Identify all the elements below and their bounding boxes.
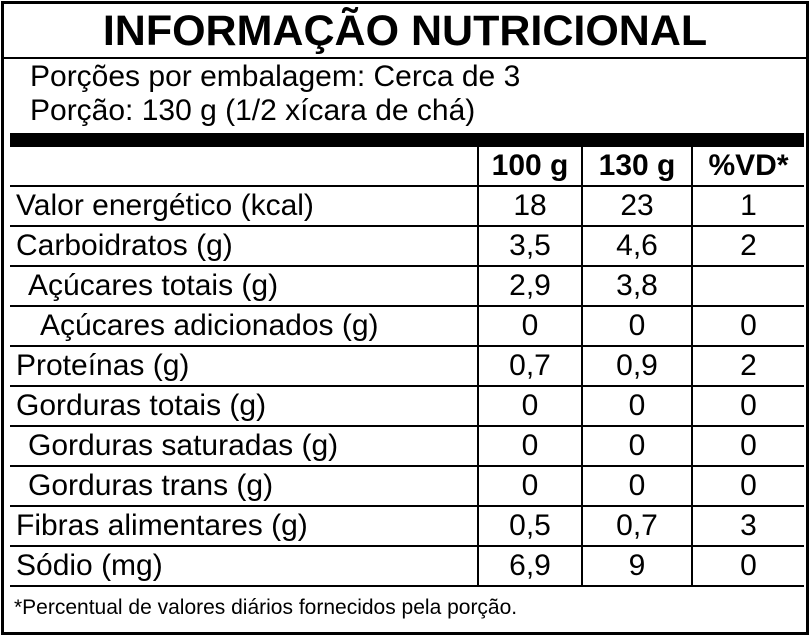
divider [4, 57, 806, 59]
nutrient-name: Gorduras totais (g) [10, 386, 478, 427]
nutrient-value: 0 [691, 466, 804, 507]
servings-per-package: Porções por embalagem: Cerca de 3 [30, 60, 521, 93]
nutrient-value: 0,5 [477, 506, 582, 547]
nutrient-value: 0 [691, 306, 804, 347]
nutrient-value: 18 [477, 186, 582, 227]
column-header: %VD* [691, 147, 804, 187]
nutrient-name: Valor energético (kcal) [10, 186, 478, 227]
nutrient-value: 0 [691, 426, 804, 467]
nutrient-value: 3,8 [581, 266, 692, 307]
nutrient-row: Gorduras trans (g) 0 0 0 [10, 466, 804, 507]
nutrient-value: 0 [691, 546, 804, 587]
nutrient-row: Açúcares adicionados (g) 0 0 0 [10, 306, 804, 347]
footnote: *Percentual de valores diários fornecido… [14, 596, 518, 619]
nutrient-value: 4,6 [581, 226, 692, 267]
nutrient-value: 3,5 [477, 226, 582, 267]
nutrient-row: Carboidratos (g) 3,5 4,6 2 [10, 226, 804, 267]
nutrient-value: 0 [581, 426, 692, 467]
nutrient-value: 2,9 [477, 266, 582, 307]
nutrient-value: 9 [581, 546, 692, 587]
nutrient-value: 1 [691, 186, 804, 227]
nutrient-value: 6,9 [477, 546, 582, 587]
nutrient-name: Gorduras trans (g) [10, 466, 478, 507]
nutrient-row: Gorduras saturadas (g) 0 0 0 [10, 426, 804, 467]
nutrient-value: 23 [581, 186, 692, 227]
nutrition-table: 100 g 130 g %VD* Valor energético (kcal) 18 2… [10, 147, 804, 587]
nutrient-value [691, 266, 804, 307]
nutrient-value: 0 [691, 386, 804, 427]
nutrient-row: Açúcares totais (g) 2,9 3,8 [10, 266, 804, 307]
nutrient-row: Valor energético (kcal) 18 23 1 [10, 186, 804, 227]
title: INFORMAÇÃO NUTRICIONAL [102, 7, 708, 55]
thick-divider [10, 133, 804, 147]
nutrient-value: 0 [477, 306, 582, 347]
nutrient-name: Proteínas (g) [10, 346, 478, 387]
nutrient-row: Proteínas (g) 0,7 0,9 2 [10, 346, 804, 387]
nutrient-name: Açúcares adicionados (g) [10, 306, 478, 347]
nutrient-row: Gorduras totais (g) 0 0 0 [10, 386, 804, 427]
nutrient-row: Fibras alimentares (g) 0,5 0,7 3 [10, 506, 804, 547]
nutrient-value: 0 [477, 426, 582, 467]
column-header: 100 g [477, 147, 582, 187]
serving-size: Porção: 130 g (1/2 xícara de chá) [30, 94, 476, 127]
nutrient-name: Sódio (mg) [10, 546, 478, 587]
header-row: 100 g 130 g %VD* [10, 147, 804, 187]
nutrient-value: 0,7 [581, 506, 692, 547]
nutrient-value: 0 [581, 306, 692, 347]
nutrient-name: Carboidratos (g) [10, 226, 478, 267]
nutrient-value: 0,7 [477, 346, 582, 387]
nutrient-value: 2 [691, 226, 804, 267]
nutrient-value: 0 [581, 466, 692, 507]
nutrient-value: 0,9 [581, 346, 692, 387]
nutrient-value: 0 [581, 386, 692, 427]
nutrient-row: Sódio (mg) 6,9 9 0 [10, 546, 804, 587]
nutrient-name: Fibras alimentares (g) [10, 506, 478, 547]
nutrient-value: 0 [477, 466, 582, 507]
nutrient-value: 0 [477, 386, 582, 427]
nutrient-name: Gorduras saturadas (g) [10, 426, 478, 467]
blank-cell [10, 147, 478, 187]
nutrient-value: 3 [691, 506, 804, 547]
nutrient-value: 2 [691, 346, 804, 387]
nutrient-name: Açúcares totais (g) [10, 266, 478, 307]
column-header: 130 g [581, 147, 692, 187]
